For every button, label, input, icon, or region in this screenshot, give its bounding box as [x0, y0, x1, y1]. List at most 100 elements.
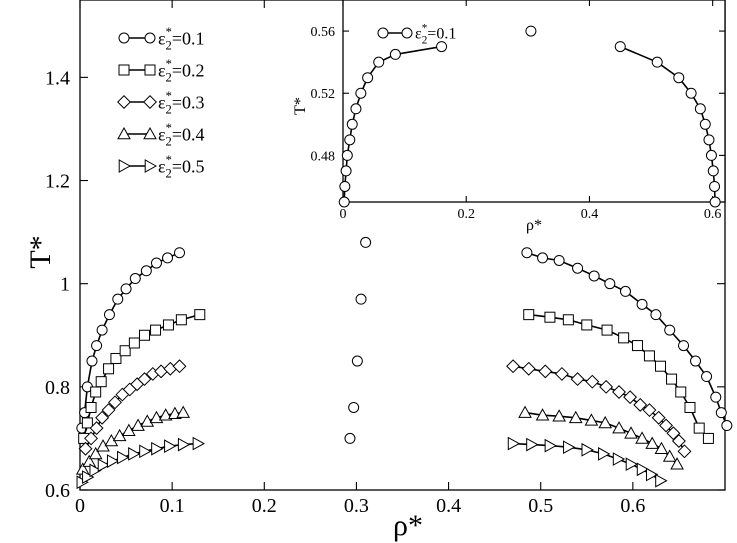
main-series-4 — [75, 405, 684, 475]
main-series-5-point — [625, 457, 639, 472]
main-series-4-point — [662, 449, 677, 462]
main-series-3-point — [506, 359, 521, 374]
main-series-1-point — [572, 262, 584, 274]
main-series-1-point — [664, 324, 676, 336]
main-series-1-point — [678, 340, 690, 352]
main-legend-marker-2 — [144, 64, 156, 76]
main-series-2-point — [85, 401, 97, 413]
inset-series-1-point — [709, 180, 721, 192]
inset-critical-point — [525, 25, 537, 37]
inset-series-1-point — [703, 134, 715, 146]
main-legend-marker-5 — [144, 159, 158, 173]
main-series-3-point — [659, 418, 673, 433]
main-critical-point — [351, 355, 363, 367]
main-series-4-point — [654, 441, 669, 455]
main-critical-point — [355, 293, 367, 305]
main-series-1-point — [553, 254, 565, 266]
inset-series-group — [338, 25, 721, 208]
main-series-2-point — [655, 360, 666, 372]
main-legend-label-3: ε* 2=0.3 — [158, 89, 205, 117]
inset-chart: 0 0.2 0.4 0.6 0.48 0.52 0.56 ρ* T* ε* 2=0.1 — [292, 0, 726, 234]
main-series-4-point — [535, 408, 550, 421]
main-x-tick-label: 0.4 — [436, 495, 461, 517]
main-y-tick-label: 1 — [60, 274, 70, 296]
main-series-1-point — [588, 270, 600, 282]
main-chart: 0 0.1 0.2 0.3 0.4 0.5 0.6 0.60.811.21.4 ρ* T* … — [24, 0, 733, 542]
main-series-2 — [78, 309, 714, 444]
main-series-5 — [76, 436, 668, 490]
inset-legend-label-1: ε* 2=0.1 — [415, 22, 456, 46]
main-series-1-point — [715, 407, 727, 419]
main-series-1 — [76, 236, 733, 444]
main-plot-frame — [79, 0, 726, 491]
main-series-1-point — [96, 324, 108, 336]
main-series-3-right-branch-line — [512, 365, 686, 452]
inset-plot-frame — [342, 0, 726, 203]
inset-series-1-point — [707, 165, 719, 177]
main-x-tick-label: 0.5 — [528, 495, 553, 517]
main-series-5-point — [192, 436, 205, 451]
main-series-2-point — [581, 319, 593, 331]
main-series-5-point — [117, 450, 130, 465]
main-x-tick-label: 0.3 — [344, 495, 369, 517]
main-series-2-point — [139, 329, 150, 341]
main-series-2-point — [90, 386, 102, 398]
main-series-1-point — [636, 298, 648, 310]
main-series-3-point — [89, 421, 104, 436]
main-series-5-point — [106, 454, 120, 468]
main-series-5-point — [526, 437, 539, 452]
main-series-1-point — [162, 252, 174, 264]
main-series-2-point — [675, 386, 687, 398]
main-series-3-point — [538, 364, 553, 379]
main-series-3-point — [84, 431, 99, 446]
inset-legend-marker-1 — [377, 27, 389, 39]
main-series-1-point — [103, 309, 115, 321]
main-series-2-point — [128, 337, 140, 349]
main-series-5-point — [563, 440, 576, 455]
main-legend-marker-1 — [144, 32, 156, 44]
inset-series-1-point — [614, 41, 626, 53]
main-series-3-point — [108, 395, 122, 410]
main-series-4-point — [88, 446, 103, 460]
main-series-2-point — [110, 352, 122, 364]
main-series-1-point — [112, 293, 124, 305]
main-y-axis-label: T* — [24, 235, 57, 268]
main-x-tick-label: 0.2 — [252, 495, 277, 517]
inset-x-tick-label: 0 — [340, 207, 347, 222]
inset-series-1 — [338, 25, 721, 208]
main-series-1-right-branch-line — [526, 251, 728, 426]
main-series-1-point — [521, 247, 533, 259]
inset-x-tick-label: 0.2 — [457, 207, 475, 222]
main-series-2-point — [702, 432, 714, 444]
main-series-3-point — [677, 444, 692, 459]
main-series-5-point — [164, 439, 177, 454]
main-x-axis-label: ρ* — [393, 509, 423, 542]
inset-x-tick-label: 0.6 — [704, 207, 722, 222]
main-legend-marker-5 — [118, 159, 132, 173]
inset-y-axis-label: T* — [292, 97, 309, 115]
main-series-1-point — [140, 265, 152, 277]
main-series-4-point — [624, 426, 638, 439]
main-series-2-point — [693, 422, 705, 434]
main-x-tick-label: 0.1 — [160, 495, 185, 517]
main-series-3-point — [570, 372, 585, 387]
main-series-2-point — [95, 376, 107, 388]
main-series-3-point — [642, 403, 657, 418]
main-series-2-point — [631, 340, 643, 352]
main-series-3-point — [666, 426, 681, 441]
main-legend-label-1: ε* 2=0.1 — [158, 25, 205, 53]
inset-series-1-point — [355, 87, 367, 99]
inset-series-1-point — [389, 48, 401, 60]
inset-series-1-point — [705, 149, 717, 161]
main-series-3-point — [172, 359, 187, 374]
inset-x-tick-label: 0.4 — [581, 207, 599, 222]
main-series-3-point — [554, 366, 569, 381]
main-series-5-point — [636, 462, 650, 477]
main-series-3-point — [671, 434, 686, 448]
main-series-3-point — [651, 410, 666, 425]
main-series-5-point — [581, 442, 594, 457]
main-series-2-point — [666, 373, 678, 385]
main-series-3-point — [78, 441, 93, 456]
main-y-tick-label: 0.6 — [45, 480, 70, 502]
main-series-4-point — [518, 405, 532, 418]
